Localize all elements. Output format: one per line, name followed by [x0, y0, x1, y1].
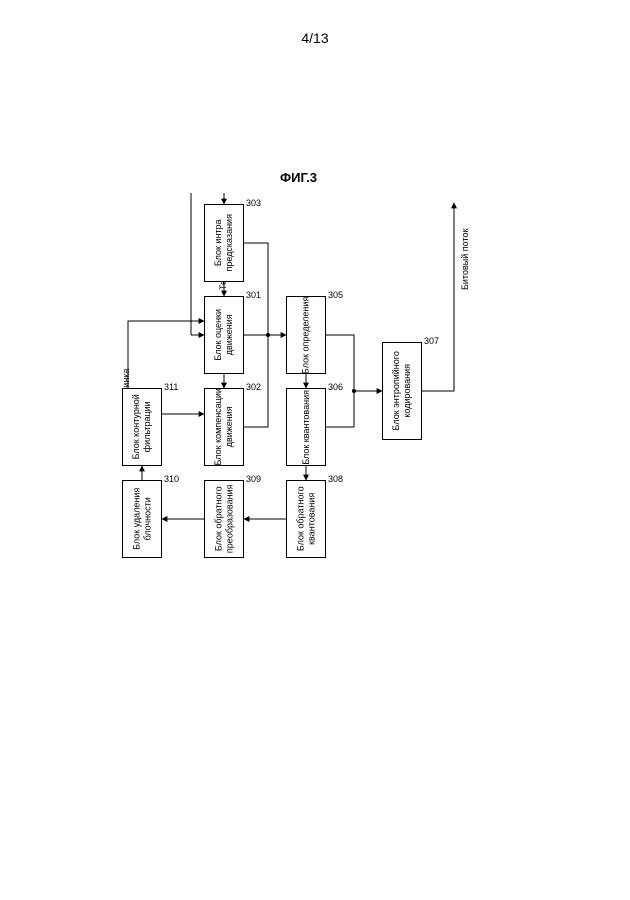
node-305: Блок определения	[286, 296, 326, 374]
node-307: Блок энтропийногокодирования	[382, 342, 422, 440]
node-311: Блок контурнойфильтрации	[122, 388, 162, 466]
node-306: Блок квантования	[286, 388, 326, 466]
node-303-label: Блок интрапредсказания	[213, 214, 235, 271]
edge-307_to_out	[422, 203, 454, 391]
node-305-label: Блок определения	[301, 296, 312, 373]
node-306-ref: 306	[328, 382, 343, 392]
node-303: Блок интрапредсказания	[204, 204, 244, 282]
node-308: Блок обратногоквантования	[286, 480, 326, 558]
node-301: Блок оценкидвижения	[204, 296, 244, 374]
node-302-label: Блок компенсациидвижения	[213, 388, 235, 465]
node-303-ref: 303	[246, 198, 261, 208]
node-310-label: Блок удаленияблочности	[131, 488, 153, 550]
node-306-label: Блок квантования	[301, 390, 312, 465]
node-307-ref: 307	[424, 336, 439, 346]
node-309-label: Блок обратногопреобразования	[213, 485, 235, 554]
edge-303_to_305	[244, 243, 268, 335]
label-bitstream: Битовый поток	[460, 229, 470, 290]
node-305-ref: 305	[328, 290, 343, 300]
node-308-label: Блок обратногоквантования	[295, 487, 317, 552]
node-302-ref: 302	[246, 382, 261, 392]
node-311-label: Блок контурнойфильтрации	[131, 394, 153, 459]
node-302: Блок компенсациидвижения	[204, 388, 244, 466]
node-309-ref: 309	[246, 474, 261, 484]
node-311-ref: 311	[164, 382, 178, 392]
node-307-label: Блок энтропийногокодирования	[391, 351, 413, 430]
node-301-label: Блок оценкидвижения	[213, 309, 235, 361]
node-310-ref: 310	[164, 474, 179, 484]
edge-306_to_307	[326, 391, 382, 427]
node-309: Блок обратногопреобразования	[204, 480, 244, 558]
node-301-ref: 301	[246, 290, 261, 300]
edge-302_to_306	[244, 335, 268, 427]
node-310: Блок удаленияблочности	[122, 480, 162, 558]
node-308-ref: 308	[328, 474, 343, 484]
